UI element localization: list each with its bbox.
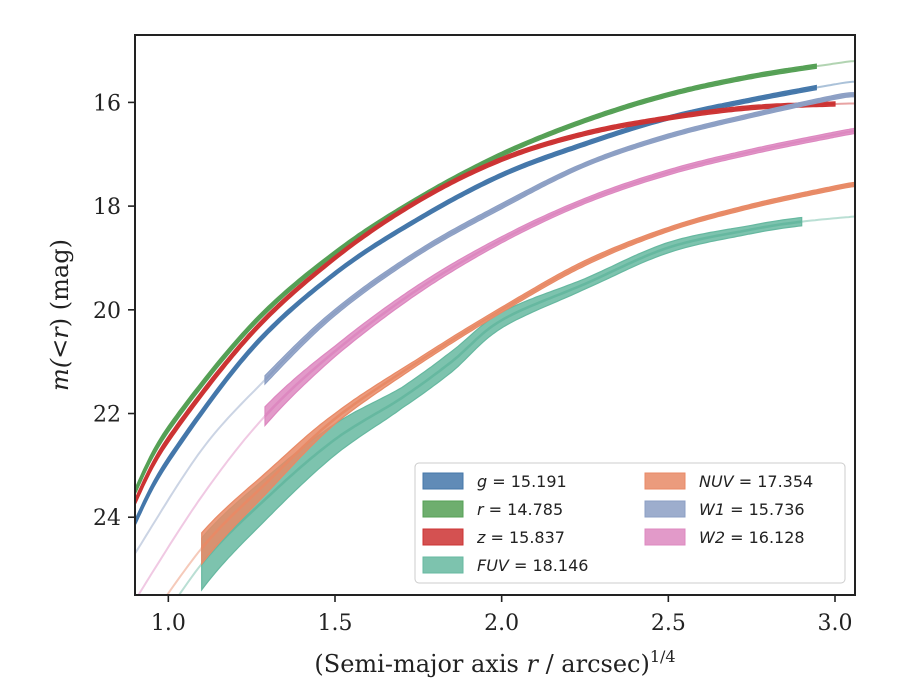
x-tick-label: 2.0 <box>484 611 519 636</box>
series-w1-line <box>264 93 855 381</box>
series-w2-band <box>264 127 855 427</box>
y-tick-label: 16 <box>93 91 121 116</box>
legend-label-w2: W2 = 16.128 <box>699 528 805 547</box>
y-tick-label: 24 <box>93 506 121 531</box>
legend-swatch-w1 <box>644 500 686 518</box>
series-nuv <box>165 181 855 595</box>
x-tick-label: 1.5 <box>318 611 353 636</box>
series-fuv-band <box>201 216 803 592</box>
legend-label-z: z = 15.837 <box>476 528 565 547</box>
series-nuv-band <box>201 181 855 566</box>
series-z-band <box>135 101 836 506</box>
series-g <box>135 80 855 526</box>
y-tick-label: 20 <box>93 299 121 324</box>
series-g-band <box>135 84 817 526</box>
x-tick-label: 1.0 <box>151 611 186 636</box>
legend-box <box>414 462 846 584</box>
y-tick-label: 22 <box>93 403 121 428</box>
legend: g = 15.191 r = 14.785 z = 15.837 FUV = 18.1… <box>414 462 846 584</box>
legend-swatch-r <box>422 500 464 518</box>
series-w1 <box>135 91 855 555</box>
legend-label-r: r = 14.785 <box>477 500 563 519</box>
series-layer <box>135 59 855 595</box>
legend-label-g: g = 15.191 <box>477 472 567 491</box>
legend-swatch-nuv <box>644 472 686 490</box>
x-axis-label: (Semi-major axis r / arcsec)1/4 <box>314 647 675 678</box>
legend-swatch-fuv <box>422 556 464 574</box>
legend-swatch-g <box>422 472 464 490</box>
legend-swatch-w2 <box>644 528 686 546</box>
plot-frame <box>134 34 856 596</box>
series-z <box>135 101 855 506</box>
x-tick-label: 2.5 <box>651 611 686 636</box>
series-nuv-line <box>200 183 855 550</box>
x-tick-label: 3.0 <box>818 611 853 636</box>
series-fuv <box>177 215 855 595</box>
y-axis-label: m(<r) (mag) <box>46 239 74 391</box>
y-tick-label: 18 <box>93 195 121 220</box>
legend-label-nuv: NUV = 17.354 <box>699 472 813 491</box>
series-fuv-line <box>200 220 802 565</box>
series-r-line <box>135 64 817 492</box>
series-g-line <box>135 86 817 523</box>
series-z-line <box>135 102 835 503</box>
axis-layer: 1.0 1.5 2.0 2.5 3.0 16 18 20 22 24 <box>93 91 853 636</box>
series-w2 <box>137 127 855 595</box>
series-w1-band <box>264 91 855 386</box>
legend-swatch-z <box>422 528 464 546</box>
series-w2-line <box>264 129 855 417</box>
legend-label-fuv: FUV = 18.146 <box>477 556 588 575</box>
legend-label-w1: W1 = 15.736 <box>699 500 805 519</box>
